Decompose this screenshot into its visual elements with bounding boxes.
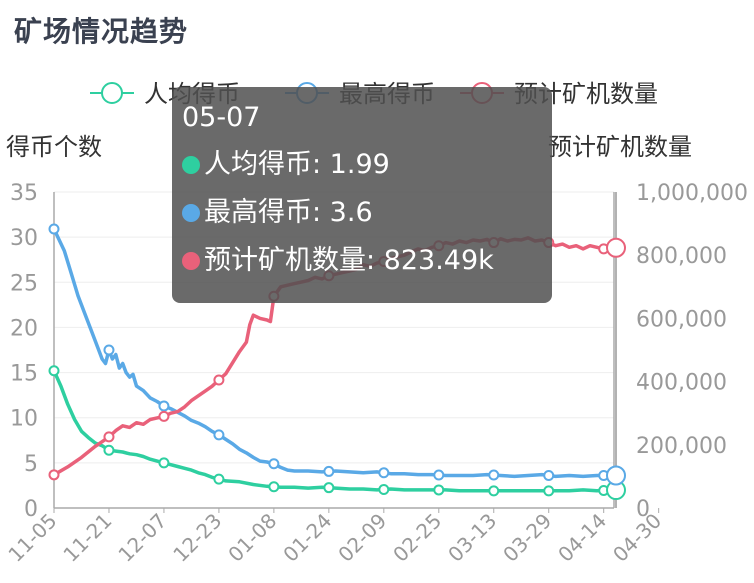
- x-tick-label: 01-24: [278, 509, 336, 567]
- y-right-tick-label: 600,000: [636, 307, 727, 332]
- series-marker-2: [213, 374, 225, 386]
- series-marker-0: [48, 365, 60, 377]
- x-tick-label: 02-25: [388, 509, 446, 567]
- series-marker-1: [433, 469, 445, 481]
- series-marker-1: [543, 469, 555, 481]
- tooltip: 05-07 人均得币: 1.99 最高得币: 3.6 预计矿机数量: 823.4…: [172, 87, 552, 303]
- series-marker-0: [543, 485, 555, 497]
- series-marker-2: [103, 431, 115, 443]
- tooltip-dot-rigs: [182, 252, 200, 270]
- tooltip-row-avg: 人均得币: 1.99: [182, 141, 552, 189]
- page-title: 矿场情况趋势: [14, 15, 189, 48]
- y-left-tick-label: 20: [10, 316, 38, 341]
- y-left-tick-label: 35: [10, 181, 38, 206]
- y-left-tick-label: 25: [10, 271, 38, 296]
- y-left-tick-label: 5: [24, 452, 38, 477]
- y-left-tick-label: 15: [10, 362, 38, 387]
- series-marker-1: [488, 469, 500, 481]
- series-marker-1: [323, 465, 335, 477]
- series-line-1: [52, 227, 616, 479]
- series-marker-0: [378, 483, 390, 495]
- series-marker-2: [158, 410, 170, 422]
- series-marker-0: [488, 485, 500, 497]
- x-tick-label: 12-23: [168, 509, 226, 567]
- series-marker-0: [103, 444, 115, 456]
- y-left-tick-label: 0: [24, 497, 38, 522]
- tooltip-dot-avg: [182, 156, 200, 174]
- y-right-tick-label: 800,000: [636, 244, 727, 269]
- series-highlight-2: [606, 237, 626, 258]
- x-tick-label: 03-13: [443, 509, 501, 567]
- x-tick-label: 03-29: [498, 509, 556, 567]
- tooltip-dot-max: [182, 204, 200, 222]
- series-marker-0: [158, 457, 170, 469]
- series-marker-1: [268, 458, 280, 470]
- series-marker-0: [268, 481, 280, 493]
- series-marker-2: [48, 469, 60, 481]
- tooltip-row-rigs: 预计矿机数量: 823.49k: [182, 237, 552, 285]
- series-marker-1: [103, 344, 115, 356]
- y-right-tick-label: 400,000: [636, 371, 727, 396]
- series-marker-0: [323, 482, 335, 494]
- tooltip-label-max: 最高得币: 3.6: [204, 197, 373, 228]
- y-right-tick-label: 0: [636, 497, 650, 522]
- series-marker-1: [48, 223, 60, 235]
- x-tick-label: 01-08: [223, 509, 281, 567]
- x-tick-label: 02-09: [333, 509, 391, 567]
- series-marker-0: [433, 484, 445, 496]
- series-marker-1: [378, 467, 390, 479]
- tooltip-label-rigs: 预计矿机数量: 823.49k: [204, 245, 494, 276]
- series-marker-1: [213, 429, 225, 441]
- y-left-tick-label: 30: [10, 226, 38, 251]
- series-marker-1: [158, 400, 170, 412]
- y-left-axis-title: 得币个数: [6, 133, 102, 161]
- y-left-tick-label: 10: [10, 407, 38, 432]
- y-right-tick-label: 1,000,000: [636, 181, 748, 206]
- tooltip-row-max: 最高得币: 3.6: [182, 189, 552, 237]
- tooltip-label-avg: 人均得币: 1.99: [204, 149, 390, 180]
- x-tick-label: 12-07: [113, 509, 171, 567]
- y-right-axis-title: 预计矿机数量: [548, 133, 692, 161]
- x-tick-label: 11-21: [58, 509, 116, 567]
- tooltip-date: 05-07: [182, 102, 261, 133]
- series-highlight-1: [606, 465, 626, 486]
- legend-marker: [101, 82, 123, 104]
- series-marker-0: [213, 473, 225, 485]
- y-right-tick-label: 200,000: [636, 434, 727, 459]
- x-tick-label: 04-14: [553, 509, 611, 567]
